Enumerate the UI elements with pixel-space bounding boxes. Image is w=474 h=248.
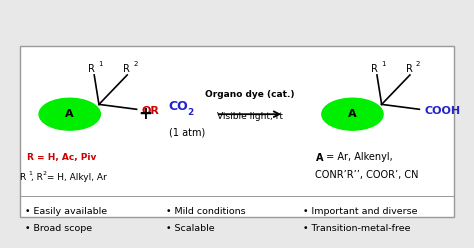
Text: Organo dye (cat.): Organo dye (cat.): [205, 90, 294, 99]
FancyArrowPatch shape: [219, 111, 279, 117]
Text: Visible light, rt: Visible light, rt: [217, 112, 283, 121]
Text: 2: 2: [42, 171, 46, 176]
Text: • Broad scope: • Broad scope: [25, 224, 92, 233]
Text: $\bf{A}$: $\bf{A}$: [315, 151, 324, 163]
Text: , R: , R: [31, 173, 43, 183]
Text: • Transition-metal-free: • Transition-metal-free: [303, 224, 410, 233]
Text: = Ar, Alkenyl,: = Ar, Alkenyl,: [323, 152, 392, 162]
Text: R = H, Ac, Piv: R = H, Ac, Piv: [27, 153, 97, 162]
Text: 2: 2: [133, 61, 137, 67]
Text: • Mild conditions: • Mild conditions: [166, 207, 246, 216]
Text: R: R: [123, 64, 130, 74]
Text: 2: 2: [188, 108, 194, 118]
Text: 1: 1: [98, 61, 102, 67]
Text: • Easily available: • Easily available: [25, 207, 107, 216]
Text: R: R: [406, 64, 412, 74]
Text: R: R: [89, 64, 95, 74]
Text: = H, Alkyl, Ar: = H, Alkyl, Ar: [44, 173, 107, 183]
Text: A: A: [348, 109, 357, 119]
Text: A: A: [65, 109, 74, 119]
Text: • Scalable: • Scalable: [166, 224, 215, 233]
Text: 1: 1: [29, 171, 33, 176]
Text: R: R: [19, 173, 26, 183]
Text: 2: 2: [416, 61, 420, 67]
Text: CO: CO: [169, 100, 189, 113]
FancyBboxPatch shape: [20, 46, 454, 217]
Text: R: R: [371, 64, 378, 74]
Text: 1: 1: [381, 61, 385, 67]
Text: CONR’R’’, COOR’, CN: CONR’R’’, COOR’, CN: [315, 170, 418, 181]
Text: COOH: COOH: [424, 105, 460, 116]
Text: +: +: [138, 105, 152, 123]
Text: OR: OR: [141, 105, 159, 116]
Circle shape: [322, 98, 383, 130]
Circle shape: [39, 98, 100, 130]
Text: (1 atm): (1 atm): [169, 127, 205, 138]
Text: • Important and diverse: • Important and diverse: [303, 207, 418, 216]
